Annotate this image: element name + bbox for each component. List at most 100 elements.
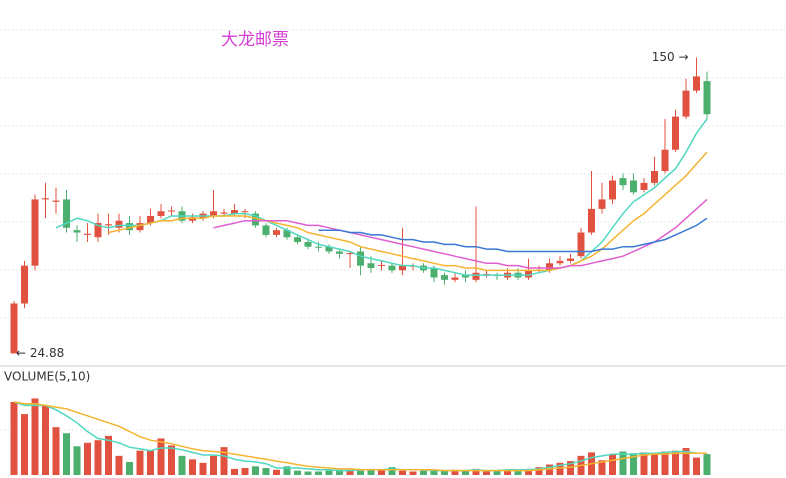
volume-bar — [210, 455, 217, 475]
max-annotation: 150 → — [652, 50, 689, 64]
candle-body — [168, 210, 175, 212]
candle-body — [462, 275, 469, 278]
candle-body — [220, 212, 228, 214]
volume-bar — [441, 470, 448, 475]
volume-bar — [472, 468, 480, 475]
candle-body — [126, 223, 133, 231]
volume-bar — [84, 442, 91, 475]
volume-bar — [336, 469, 343, 475]
candle-body — [52, 200, 60, 202]
volume-bar — [199, 462, 207, 475]
candle-body — [388, 265, 396, 271]
candle-body — [262, 225, 270, 235]
candle-body — [147, 215, 154, 224]
candle-body — [661, 149, 669, 172]
candle-body — [472, 272, 480, 280]
volume-bar — [63, 433, 70, 475]
volume-bar — [493, 470, 501, 475]
candle-body — [441, 275, 448, 280]
candle-body — [294, 237, 301, 242]
candle-body — [210, 211, 217, 216]
candle-body — [84, 233, 91, 235]
candle-body — [21, 265, 28, 304]
candle-body — [609, 180, 616, 200]
volume-bar — [682, 448, 690, 475]
candle-body — [157, 211, 165, 216]
candle-body — [546, 263, 553, 271]
candle-body — [241, 211, 249, 213]
volume-bar — [630, 453, 637, 475]
moving-average-line — [13, 401, 707, 472]
candle-body — [556, 260, 564, 264]
candle-body — [651, 171, 658, 183]
candle-body — [672, 116, 679, 150]
candle-body — [525, 270, 532, 278]
volume-bar — [273, 469, 280, 475]
volume-bar — [451, 469, 459, 475]
volume-bar — [462, 470, 469, 475]
volume-bar — [115, 455, 123, 475]
candle-body — [304, 241, 312, 247]
candle-body — [451, 277, 459, 280]
moving-average-line — [55, 118, 708, 276]
volume-bar — [567, 461, 574, 475]
volume-bar — [252, 466, 259, 475]
moving-average-line — [108, 151, 708, 272]
volume-bar — [367, 468, 375, 475]
volume-bar — [703, 454, 711, 475]
candle-body — [567, 258, 574, 261]
candle-body — [630, 180, 637, 193]
volume-bar — [178, 455, 186, 475]
volume-bar — [126, 461, 133, 475]
candle-body — [619, 178, 627, 186]
volume-bar — [136, 450, 144, 475]
candle-body — [640, 182, 648, 190]
moving-average-line — [318, 217, 708, 253]
volume-bar — [283, 466, 291, 475]
volume-bar — [325, 470, 333, 475]
volume-bar — [525, 468, 532, 475]
volume-label: VOLUME(5,10) — [4, 370, 90, 384]
candle-body — [325, 246, 333, 252]
candle-body — [283, 230, 291, 238]
volume-bar — [609, 454, 616, 475]
volume-bar — [483, 471, 490, 475]
volume-bar — [304, 471, 312, 475]
volume-bar — [556, 462, 564, 475]
candle-body — [367, 263, 375, 269]
candle-body — [598, 199, 606, 209]
candle-body — [10, 303, 18, 354]
volume-bar — [357, 470, 364, 475]
candle-body — [115, 220, 123, 228]
candle-body — [399, 265, 406, 271]
candle-body — [378, 264, 385, 266]
chart-title: 大龙邮票 — [221, 30, 289, 50]
volume-bar — [105, 435, 112, 475]
candle-body — [231, 210, 238, 214]
volume-bar — [262, 468, 270, 475]
volume-bar — [168, 445, 175, 475]
volume-bar — [672, 450, 679, 475]
volume-bar — [378, 469, 385, 475]
volume-bar — [346, 469, 354, 475]
candle-body — [693, 76, 700, 91]
candle-body — [273, 230, 280, 235]
volume-bar — [388, 467, 396, 475]
candle-body — [42, 198, 49, 200]
volume-bar — [651, 453, 658, 475]
candle-body — [105, 224, 112, 226]
volume-bar — [619, 451, 627, 475]
candle-body — [73, 230, 81, 233]
candle-body — [315, 246, 322, 248]
volume-bar — [514, 469, 522, 475]
volume-bar — [189, 459, 196, 475]
candle-body — [136, 223, 144, 231]
volume-bar — [157, 438, 165, 475]
volume-bar — [231, 468, 238, 475]
candle-body — [430, 268, 438, 278]
volume-bar — [420, 470, 427, 475]
volume-bar — [220, 447, 228, 475]
volume-bar — [598, 460, 606, 475]
candle-body — [252, 213, 259, 226]
